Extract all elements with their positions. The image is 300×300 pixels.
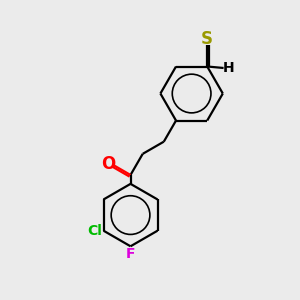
Text: F: F bbox=[126, 247, 135, 261]
Text: O: O bbox=[101, 155, 115, 173]
Text: Cl: Cl bbox=[88, 224, 103, 238]
Text: S: S bbox=[201, 30, 213, 48]
Text: H: H bbox=[223, 61, 234, 75]
